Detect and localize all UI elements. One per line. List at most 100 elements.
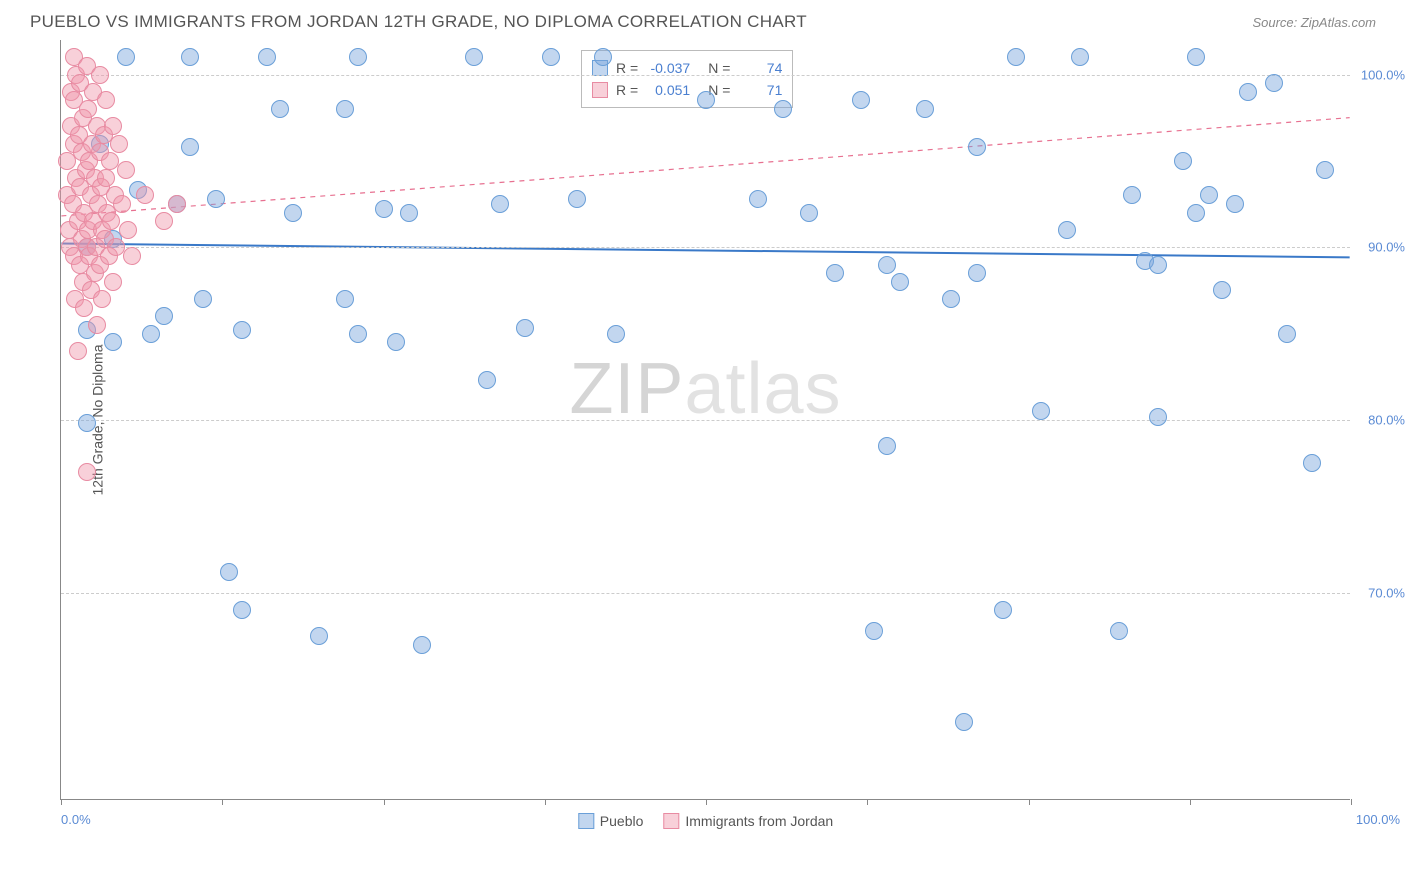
stat-r-label: R = [616, 57, 638, 79]
data-point [104, 333, 122, 351]
data-point [1303, 454, 1321, 472]
data-point [1316, 161, 1334, 179]
data-point [123, 247, 141, 265]
x-tick-mark [1029, 799, 1030, 805]
data-point [478, 371, 496, 389]
data-point [1110, 622, 1128, 640]
data-point [349, 48, 367, 66]
legend-swatch [578, 813, 594, 829]
data-point [387, 333, 405, 351]
data-point [774, 100, 792, 118]
data-point [1071, 48, 1089, 66]
data-point [413, 636, 431, 654]
legend-label: Immigrants from Jordan [685, 813, 833, 829]
data-point [607, 325, 625, 343]
data-point [93, 290, 111, 308]
data-point [194, 290, 212, 308]
data-point [1187, 48, 1205, 66]
data-point [1187, 204, 1205, 222]
gridline [61, 75, 1350, 76]
data-point [1278, 325, 1296, 343]
x-tick-mark [867, 799, 868, 805]
stat-n-label: N = [708, 57, 730, 79]
source-text: Source: ZipAtlas.com [1252, 15, 1376, 30]
legend-item-jordan: Immigrants from Jordan [663, 813, 833, 829]
data-point [400, 204, 418, 222]
x-tick-mark [545, 799, 546, 805]
legend-swatch [663, 813, 679, 829]
data-point [271, 100, 289, 118]
stat-n-value: 74 [738, 57, 782, 79]
data-point [542, 48, 560, 66]
data-point [968, 138, 986, 156]
data-point [697, 91, 715, 109]
data-point [1007, 48, 1025, 66]
data-point [119, 221, 137, 239]
y-tick-label: 90.0% [1355, 240, 1405, 255]
data-point [568, 190, 586, 208]
data-point [102, 212, 120, 230]
legend: Pueblo Immigrants from Jordan [578, 813, 833, 829]
chart-title: PUEBLO VS IMMIGRANTS FROM JORDAN 12TH GR… [30, 12, 807, 32]
stat-r-value: 0.051 [646, 79, 690, 101]
data-point [465, 48, 483, 66]
x-tick-mark [384, 799, 385, 805]
x-tick-mark [222, 799, 223, 805]
data-point [78, 463, 96, 481]
data-point [1239, 83, 1257, 101]
data-point [136, 186, 154, 204]
data-point [491, 195, 509, 213]
data-point [117, 48, 135, 66]
data-point [117, 161, 135, 179]
data-point [110, 135, 128, 153]
data-point [310, 627, 328, 645]
legend-label: Pueblo [600, 813, 644, 829]
data-point [181, 48, 199, 66]
data-point [91, 66, 109, 84]
data-point [233, 601, 251, 619]
stat-r-label: R = [616, 79, 638, 101]
y-tick-label: 80.0% [1355, 413, 1405, 428]
gridline [61, 593, 1350, 594]
data-point [749, 190, 767, 208]
data-point [69, 342, 87, 360]
data-point [1174, 152, 1192, 170]
stats-box: R =-0.037N =74R =0.051N =71 [581, 50, 793, 108]
data-point [865, 622, 883, 640]
data-point [104, 117, 122, 135]
data-point [1058, 221, 1076, 239]
data-point [104, 273, 122, 291]
data-point [878, 256, 896, 274]
x-tick-mark [61, 799, 62, 805]
data-point [1226, 195, 1244, 213]
data-point [97, 169, 115, 187]
data-point [826, 264, 844, 282]
data-point [942, 290, 960, 308]
data-point [878, 437, 896, 455]
data-point [113, 195, 131, 213]
data-point [155, 307, 173, 325]
stat-n-value: 71 [738, 79, 782, 101]
y-tick-label: 70.0% [1355, 585, 1405, 600]
data-point [1200, 186, 1218, 204]
data-point [1149, 408, 1167, 426]
stats-row: R =-0.037N =74 [592, 57, 782, 79]
data-point [994, 601, 1012, 619]
data-point [181, 138, 199, 156]
data-point [336, 100, 354, 118]
data-point [1032, 402, 1050, 420]
gridline [61, 247, 1350, 248]
legend-item-pueblo: Pueblo [578, 813, 644, 829]
x-max-label: 100.0% [1356, 812, 1400, 827]
data-point [968, 264, 986, 282]
data-point [1123, 186, 1141, 204]
x-tick-mark [1351, 799, 1352, 805]
data-point [349, 325, 367, 343]
y-tick-label: 100.0% [1355, 67, 1405, 82]
data-point [336, 290, 354, 308]
data-point [1213, 281, 1231, 299]
data-point [97, 91, 115, 109]
stats-row: R =0.051N =71 [592, 79, 782, 101]
data-point [516, 319, 534, 337]
data-point [168, 195, 186, 213]
